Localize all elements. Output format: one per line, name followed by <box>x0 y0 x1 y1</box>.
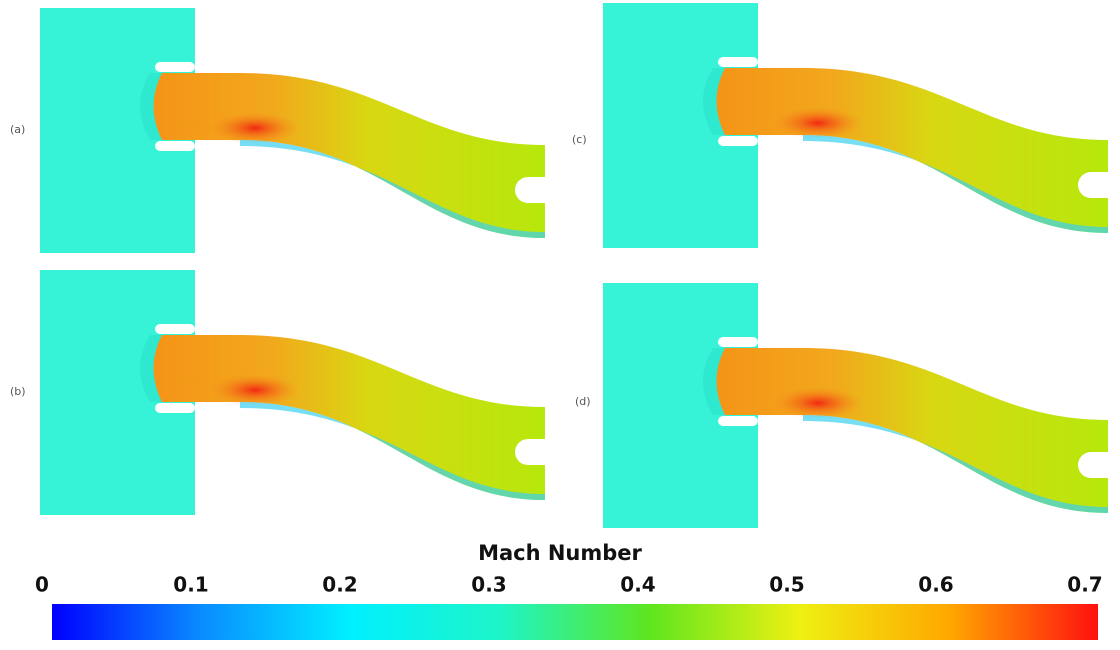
colorbar-tick-label: 0.5 <box>769 573 804 597</box>
colorbar-tick-label: 0 <box>35 573 49 597</box>
panel-graphic <box>603 3 1111 248</box>
panel-label: (b) <box>10 385 26 398</box>
colorbar-tick-label: 0.7 <box>1067 573 1102 597</box>
panel-label: (a) <box>10 123 25 136</box>
panel-graphic <box>603 283 1111 528</box>
colorbar-title: Mach Number <box>478 541 642 565</box>
colorbar-tick-label: 0.6 <box>918 573 953 597</box>
colorbar-tick-label: 0.1 <box>173 573 208 597</box>
panel-graphic <box>40 270 548 515</box>
colorbar-tick-label: 0.2 <box>322 573 357 597</box>
colorbar <box>52 604 1098 640</box>
panel-graphic <box>40 8 548 253</box>
panel-label: (c) <box>572 133 587 146</box>
figure: (a) (b) (c) (d) Mach Number 0 0.1 0.2 0.3 0.… <box>0 0 1120 646</box>
panel-label: (d) <box>575 395 591 408</box>
colorbar-tick-label: 0.4 <box>620 573 655 597</box>
colorbar-tick-label: 0.3 <box>471 573 506 597</box>
